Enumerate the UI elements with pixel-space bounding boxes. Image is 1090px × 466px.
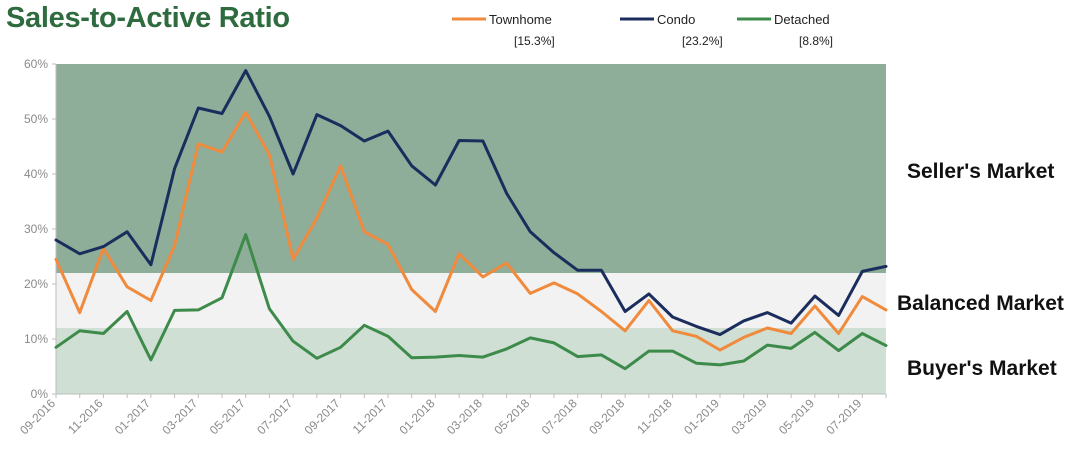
zone-label-2: Seller's Market xyxy=(907,160,1054,183)
zone-label-1: Balanced Market xyxy=(897,292,1064,315)
x-tick-label: 07-2017 xyxy=(254,396,295,437)
zone-band-2 xyxy=(56,64,886,273)
zone-labels: Buyer's Market Balanced Market Seller's Ma… xyxy=(897,160,1064,380)
x-tick-label: 09-2016 xyxy=(17,396,58,437)
legend-value-detached: [8.8%] xyxy=(799,34,833,48)
zone-band-0 xyxy=(56,328,886,394)
legend-label-condo: Condo xyxy=(657,12,695,27)
series-line-detached xyxy=(54,233,888,371)
x-tick-label: 09-2018 xyxy=(586,396,627,437)
x-tick-label: 11-2017 xyxy=(350,396,391,437)
x-tick-label: 01-2019 xyxy=(681,396,722,437)
chart-title: Sales-to-Active Ratio xyxy=(6,2,290,34)
y-tick-label: 0% xyxy=(31,387,49,401)
zone-band-1 xyxy=(56,273,886,328)
x-tick-label: 07-2019 xyxy=(823,396,864,437)
market-zones xyxy=(56,64,886,394)
y-tick-label: 10% xyxy=(24,332,48,346)
x-tick-label: 05-2018 xyxy=(491,396,532,437)
x-tick-label: 09-2017 xyxy=(302,396,343,437)
legend-value-townhome: [15.3%] xyxy=(514,34,555,48)
x-tick-label: 03-2017 xyxy=(159,396,200,437)
x-tick-label: 11-2016 xyxy=(65,396,106,437)
y-tick-label: 50% xyxy=(24,112,48,126)
x-tick-label: 03-2018 xyxy=(444,396,485,437)
series-line-condo xyxy=(54,69,888,337)
zone-label-0: Buyer's Market xyxy=(907,357,1057,380)
legend-value-condo: [23.2%] xyxy=(682,34,723,48)
x-tick-label: 01-2018 xyxy=(397,396,438,437)
series-line-townhome xyxy=(54,110,888,352)
legend: Townhome [15.3%] Condo [23.2%] Detached [8.8%… xyxy=(452,12,833,48)
x-tick-label: 05-2017 xyxy=(207,396,248,437)
y-tick-label: 20% xyxy=(24,277,48,291)
legend-label-detached: Detached xyxy=(774,12,830,27)
y-tick-label: 40% xyxy=(24,167,48,181)
series-lines xyxy=(54,69,888,371)
x-tick-label: 11-2018 xyxy=(634,396,675,437)
x-tick-label: 01-2017 xyxy=(112,396,153,437)
y-tick-label: 60% xyxy=(24,57,48,71)
legend-label-townhome: Townhome xyxy=(489,12,552,27)
y-tick-label: 30% xyxy=(24,222,48,236)
x-tick-label: 05-2019 xyxy=(776,396,817,437)
x-tick-label: 03-2019 xyxy=(729,396,770,437)
x-tick-label: 07-2018 xyxy=(539,396,580,437)
